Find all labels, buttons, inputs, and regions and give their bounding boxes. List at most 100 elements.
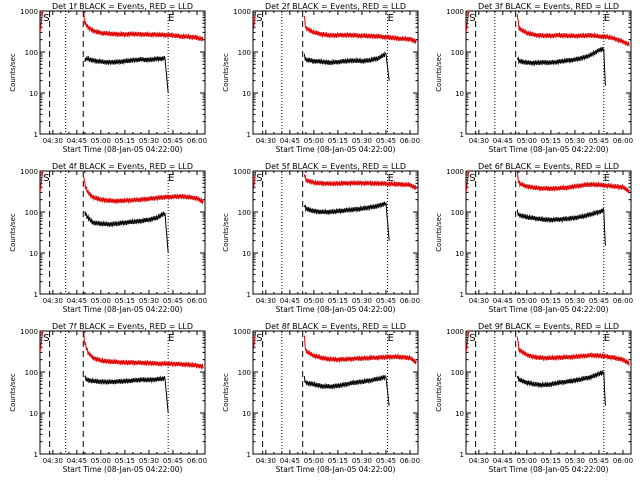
x-axis-label: Start Time (08-Jan-05 04:22:00) — [489, 465, 609, 474]
start-marker: S — [469, 13, 475, 24]
lld-series-line — [516, 336, 630, 367]
x-tick-label: 05:15 — [115, 297, 135, 305]
x-tick-label: 06:00 — [400, 457, 420, 465]
y-tick-label: 100 — [451, 369, 464, 377]
plot-area — [466, 331, 630, 454]
panel-title: Det 3f BLACK = Events, RED = LLD — [478, 2, 619, 11]
x-tick-label: 06:00 — [187, 297, 207, 305]
y-tick-label: 1 — [247, 291, 251, 299]
x-tick-label: 04:45 — [280, 137, 300, 145]
x-tick-label: 05:45 — [376, 137, 396, 145]
x-axis-label: Start Time (08-Jan-05 04:22:00) — [489, 145, 609, 154]
x-tick-label: 04:45 — [493, 297, 513, 305]
y-axis-label: Counts/sec — [222, 53, 230, 92]
x-tick-label: 05:30 — [565, 457, 585, 465]
y-tick-label: 1 — [247, 451, 251, 459]
x-tick-label: 04:30 — [256, 457, 276, 465]
y-tick-label: 10 — [455, 410, 464, 418]
y-tick-label: 100 — [25, 49, 38, 57]
y-axis-label: Counts/sec — [435, 213, 443, 252]
x-axis-label: Start Time (08-Jan-05 04:22:00) — [63, 465, 183, 474]
x-tick-label: 05:45 — [163, 137, 183, 145]
y-tick-label: 1000 — [233, 168, 251, 176]
plot-area — [253, 11, 417, 134]
panel-title: Det 7f BLACK = Events, RED = LLD — [52, 322, 193, 331]
x-tick-label: 05:15 — [115, 457, 135, 465]
x-tick-label: 05:45 — [589, 457, 609, 465]
y-axis-label: Counts/sec — [435, 53, 443, 92]
y-tick-label: 1000 — [20, 328, 38, 336]
lld-series-line — [303, 174, 417, 191]
plot-frame — [39, 10, 206, 135]
lld-series-line — [303, 335, 417, 365]
x-tick-label: 06:00 — [613, 297, 633, 305]
x-tick-label: 05:15 — [541, 457, 561, 465]
x-tick-label: 05:30 — [139, 137, 159, 145]
x-tick-label: 04:45 — [493, 137, 513, 145]
x-tick-label: 04:45 — [67, 457, 87, 465]
x-tick-label: 05:45 — [376, 297, 396, 305]
x-tick-label: 05:00 — [304, 137, 324, 145]
x-tick-label: 04:30 — [469, 297, 489, 305]
x-axis-label: Start Time (08-Jan-05 04:22:00) — [489, 305, 609, 314]
end-marker: E — [388, 333, 394, 344]
x-tick-label: 05:00 — [91, 297, 111, 305]
detector-panel-6: Det 6f BLACK = Events, RED = LLD 1 10 100 10… — [435, 162, 633, 314]
lld-spike — [40, 171, 44, 193]
events-series-line — [516, 207, 606, 246]
y-tick-label: 1 — [34, 291, 38, 299]
y-tick-label: 10 — [242, 250, 251, 258]
x-tick-label: 05:15 — [328, 137, 348, 145]
plot-frame — [252, 170, 419, 295]
detector-panel-4: Det 4f BLACK = Events, RED = LLD 1 10 100 10… — [9, 162, 207, 314]
lld-series-line — [516, 14, 630, 47]
detector-panel-1: Det 1f BLACK = Events, RED = LLD 1 10 100 10… — [9, 2, 207, 154]
x-tick-label: 05:30 — [139, 457, 159, 465]
events-series-line — [303, 375, 390, 406]
x-tick-label: 04:30 — [469, 457, 489, 465]
x-axis-label: Start Time (08-Jan-05 04:22:00) — [63, 145, 183, 154]
detector-panel-9: Det 9f BLACK = Events, RED = LLD 1 10 100 10… — [435, 322, 633, 474]
x-tick-label: 06:00 — [400, 297, 420, 305]
x-tick-label: 05:00 — [304, 297, 324, 305]
x-tick-label: 06:00 — [187, 457, 207, 465]
x-tick-label: 04:30 — [256, 297, 276, 305]
y-tick-label: 100 — [238, 369, 251, 377]
y-tick-label: 1 — [34, 131, 38, 139]
detector-panel-7: Det 7f BLACK = Events, RED = LLD 1 10 100 10… — [9, 322, 207, 474]
panel-title: Det 4f BLACK = Events, RED = LLD — [52, 162, 193, 171]
end-marker: E — [604, 333, 610, 344]
start-marker: S — [256, 173, 262, 184]
y-axis-label: Counts/sec — [9, 53, 17, 92]
panel-title: Det 8f BLACK = Events, RED = LLD — [265, 322, 406, 331]
plot-area — [466, 11, 630, 134]
detector-panel-8: Det 8f BLACK = Events, RED = LLD 1 10 100 10… — [222, 322, 420, 474]
y-tick-label: 1000 — [446, 8, 464, 16]
y-tick-label: 1 — [247, 131, 251, 139]
x-tick-label: 05:45 — [376, 457, 396, 465]
y-tick-label: 1000 — [233, 328, 251, 336]
events-series-line — [84, 55, 169, 94]
x-tick-label: 05:30 — [352, 137, 372, 145]
x-tick-label: 05:15 — [115, 137, 135, 145]
y-tick-label: 1000 — [446, 328, 464, 336]
x-tick-label: 04:30 — [43, 137, 63, 145]
events-series-line — [84, 211, 169, 254]
x-tick-label: 04:45 — [280, 297, 300, 305]
plot-frame — [252, 330, 419, 455]
panel-title: Det 9f BLACK = Events, RED = LLD — [478, 322, 619, 331]
y-tick-label: 100 — [25, 369, 38, 377]
lld-spike — [466, 11, 470, 33]
x-tick-label: 04:30 — [469, 137, 489, 145]
lld-series-line — [303, 16, 417, 44]
lld-spike — [40, 331, 44, 353]
lld-spike — [466, 331, 470, 353]
y-axis-label: Counts/sec — [9, 213, 17, 252]
x-tick-label: 05:00 — [91, 457, 111, 465]
start-marker: S — [43, 333, 49, 344]
plot-area — [40, 331, 204, 454]
x-axis-label: Start Time (08-Jan-05 04:22:00) — [276, 465, 396, 474]
plot-frame — [252, 10, 419, 135]
detector-panel-5: Det 5f BLACK = Events, RED = LLD 1 10 100 10… — [222, 162, 420, 314]
x-axis-label: Start Time (08-Jan-05 04:22:00) — [276, 305, 396, 314]
